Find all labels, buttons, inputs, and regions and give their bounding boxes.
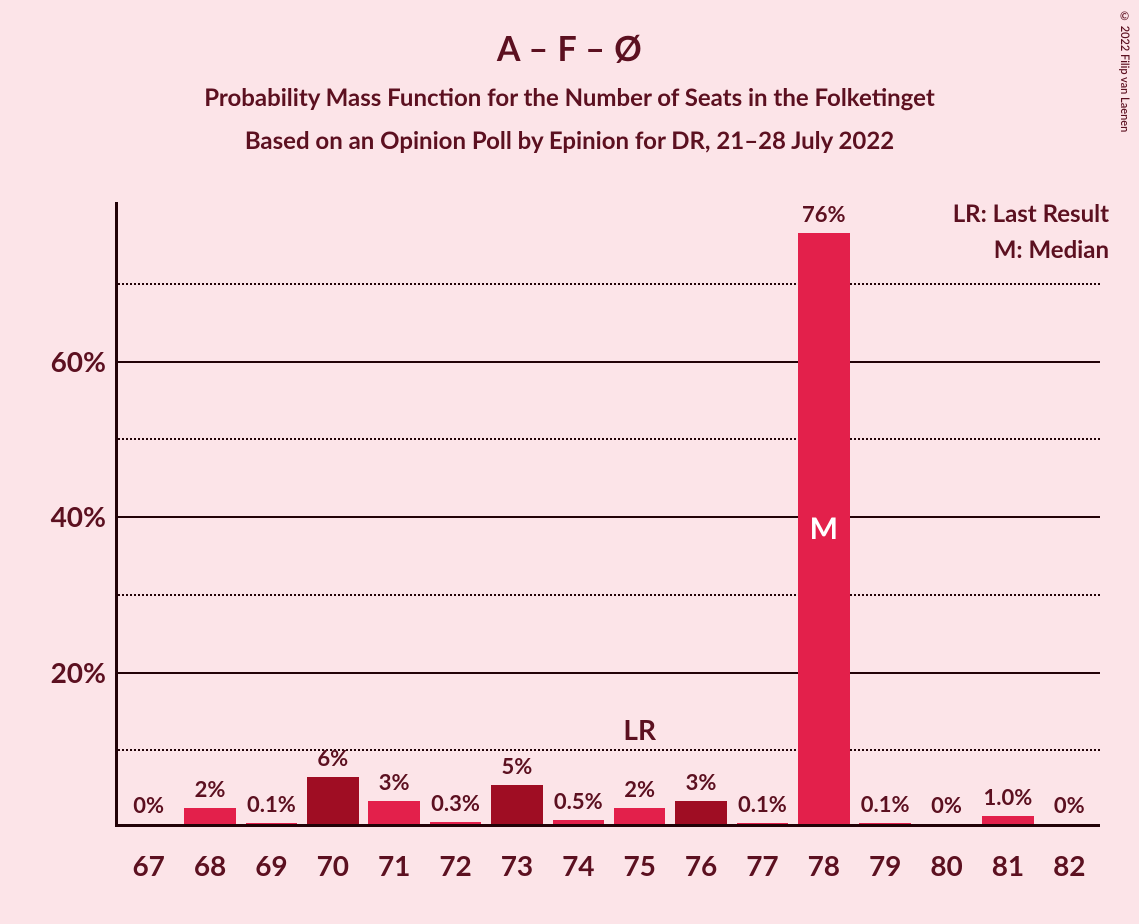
bar (184, 808, 236, 824)
bar-slot: 6%70 (302, 202, 363, 824)
chart-title: A – F – Ø (0, 0, 1139, 69)
last-result-marker: LR (623, 712, 656, 746)
bar-slot: 5%73 (486, 202, 547, 824)
bar-value-label: 0% (931, 791, 962, 818)
bar-value-label: 5% (502, 752, 533, 779)
bar-value-label: 0% (1054, 791, 1085, 818)
chart-subtitle-1: Probability Mass Function for the Number… (0, 69, 1139, 112)
bar-value-label: 0.1% (247, 790, 296, 817)
bar-slot: 3%76 (670, 202, 731, 824)
bar-value-label: 6% (317, 744, 348, 771)
bar-slot: 76%M78 (793, 202, 854, 824)
bar-value-label: 0.1% (738, 790, 787, 817)
x-tick-label: 72 (439, 848, 471, 882)
bar-value-label: 0% (133, 791, 164, 818)
y-tick-label: 40% (51, 499, 106, 533)
x-tick-label: 71 (378, 848, 410, 882)
bar-value-label: 2% (195, 775, 226, 802)
bar (982, 816, 1034, 824)
bar-slot: 0%67 (118, 202, 179, 824)
x-tick-label: 82 (1053, 848, 1085, 882)
bar-slot: 2%LR75 (609, 202, 670, 824)
bar-value-label: 2% (624, 775, 655, 802)
bar-value-label: 0.3% (431, 789, 480, 816)
bar (737, 823, 789, 824)
bar (246, 823, 298, 824)
bar-slot: 3%71 (364, 202, 425, 824)
x-tick-label: 74 (562, 848, 594, 882)
x-tick-label: 70 (317, 848, 349, 882)
bar-value-label: 76% (802, 200, 846, 227)
bar-slot: 0.3%72 (425, 202, 486, 824)
copyright-notice: © 2022 Filip van Laenen (1118, 10, 1131, 132)
bar (675, 801, 727, 824)
chart-subtitle-2: Based on an Opinion Poll by Epinion for … (0, 112, 1139, 155)
x-tick-label: 69 (255, 848, 287, 882)
bar (859, 823, 911, 824)
y-tick-label: 20% (51, 655, 106, 689)
bar (307, 777, 359, 824)
x-tick-label: 78 (808, 848, 840, 882)
x-tick-label: 73 (501, 848, 533, 882)
bar-value-label: 3% (379, 768, 410, 795)
bar-slot: 0%80 (916, 202, 977, 824)
bar (368, 801, 420, 824)
bar-value-label: 1.0% (984, 783, 1033, 810)
bar-slot: 0.1%69 (241, 202, 302, 824)
x-tick-label: 68 (194, 848, 226, 882)
x-tick-label: 67 (132, 848, 164, 882)
x-tick-label: 81 (992, 848, 1024, 882)
median-marker: M (810, 510, 838, 546)
x-tick-label: 76 (685, 848, 717, 882)
bar-slot: 1.0%81 (977, 202, 1038, 824)
x-tick-label: 77 (746, 848, 778, 882)
bar-slot: 0.5%74 (548, 202, 609, 824)
x-tick-label: 80 (930, 848, 962, 882)
bar (553, 820, 605, 824)
bar-slot: 0.1%77 (732, 202, 793, 824)
bar-slot: 2%68 (179, 202, 240, 824)
bar-slot: 0.1%79 (855, 202, 916, 824)
bar-value-label: 0.1% (861, 790, 910, 817)
bars-container: 0%672%680.1%696%703%710.3%725%730.5%74 2%… (118, 202, 1100, 824)
bar (491, 785, 543, 824)
bar (614, 808, 666, 824)
bar-slot: 0%82 (1039, 202, 1100, 824)
bar-value-label: 3% (686, 768, 717, 795)
chart-plot-area: 0%672%680.1%696%703%710.3%725%730.5%74 2%… (115, 202, 1100, 827)
bar (430, 822, 482, 824)
y-tick-label: 60% (51, 344, 106, 378)
x-axis (115, 824, 1100, 827)
x-tick-label: 75 (623, 848, 655, 882)
bar-value-label: 0.5% (554, 787, 603, 814)
x-tick-label: 79 (869, 848, 901, 882)
